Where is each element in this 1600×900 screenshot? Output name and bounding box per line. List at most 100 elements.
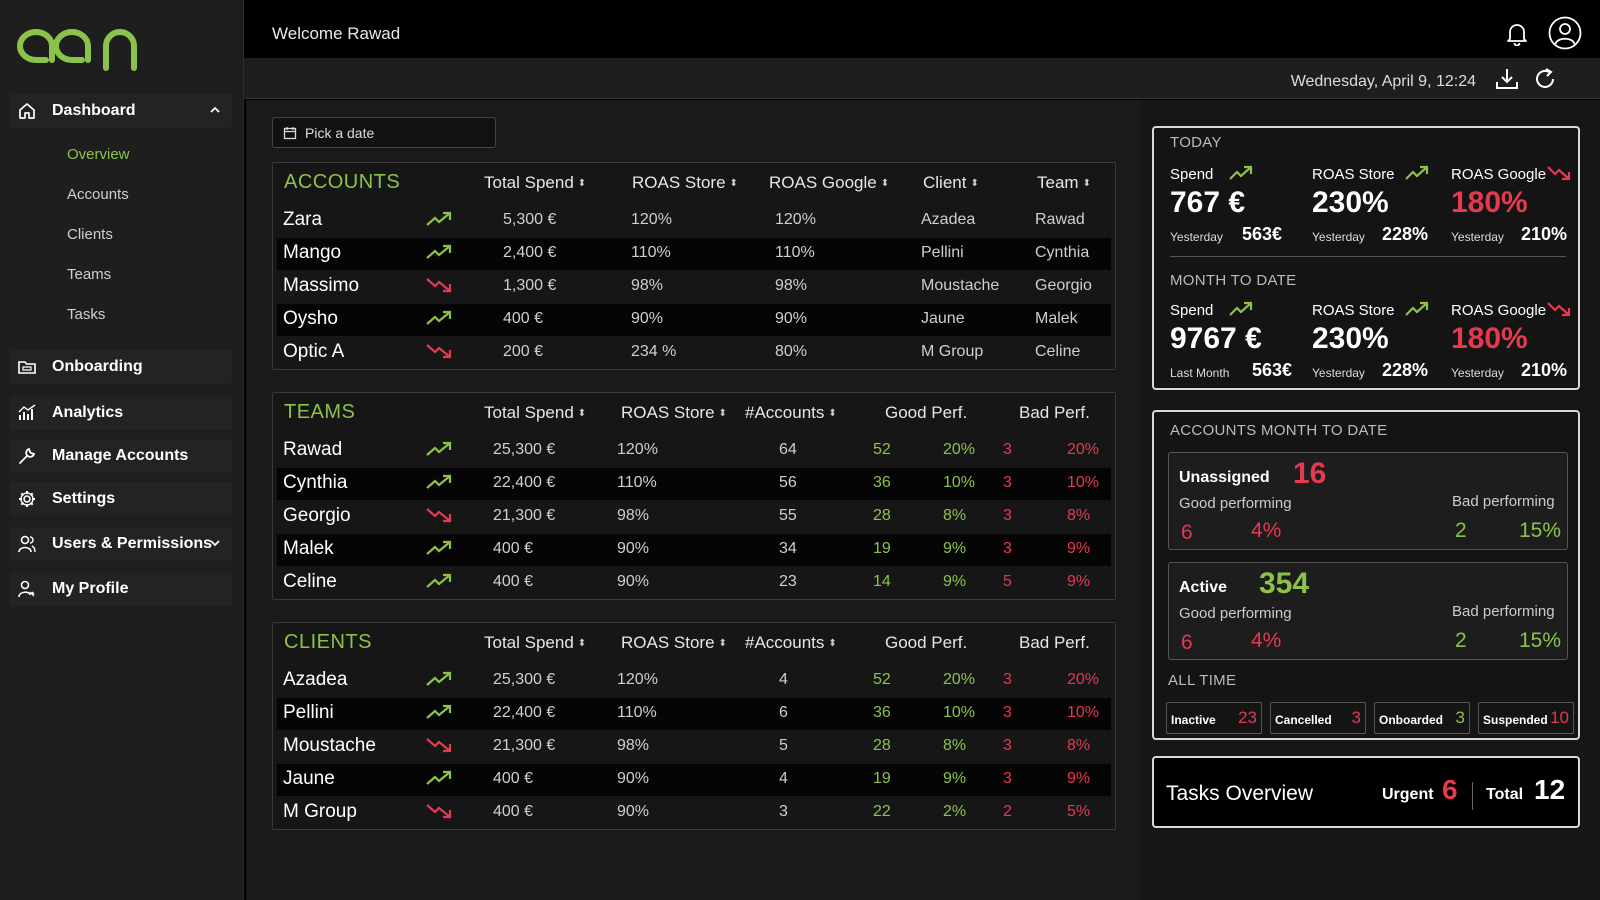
nav-settings[interactable]: Settings	[10, 482, 232, 516]
tasks-overview-card[interactable]: Tasks Overview Urgent 6 Total 12	[1152, 756, 1580, 828]
sort-icon: ⬍	[718, 638, 727, 649]
row-roas-store: 234 %	[631, 343, 677, 360]
status-suspended[interactable]: Suspended 10	[1478, 702, 1574, 734]
mtd-roas-google-sub-value: 210%	[1521, 360, 1568, 380]
status-inactive[interactable]: Inactive 23	[1166, 702, 1262, 734]
chevron-up-icon[interactable]	[208, 103, 222, 122]
status-count: 10	[1550, 708, 1569, 727]
col-label: ROAS Store	[632, 173, 726, 192]
row-name: M Group	[283, 801, 357, 822]
col-accounts-count[interactable]: #Accounts ⬍	[745, 403, 837, 423]
row-good-percent: 10%	[943, 474, 976, 491]
table-row[interactable]: Mango 2,400 € 110% 110% Pellini Cynthia	[277, 238, 1111, 270]
table-row[interactable]: Massimo 1,300 € 98% 98% Moustache Georgio	[277, 271, 1111, 303]
table-row[interactable]: Moustache 21,300 € 98% 5 28 8% 3 8%	[277, 731, 1111, 763]
table-row[interactable]: Optic A 200 € 234 % 80% M Group Celine	[277, 337, 1111, 369]
trend-down-icon	[425, 342, 453, 365]
col-roas-google[interactable]: ROAS Google ⬍	[769, 173, 889, 193]
table-row[interactable]: Rawad 25,300 € 120% 64 52 20% 3 20%	[277, 435, 1111, 467]
mtd-spend-label: Spend	[1170, 302, 1214, 319]
row-good-count: 28	[873, 507, 891, 524]
row-bad-count: 3	[1003, 770, 1012, 787]
unassigned-card[interactable]: Unassigned 16 Good performing Bad perfor…	[1168, 452, 1568, 550]
sort-icon: ⬍	[577, 178, 587, 189]
row-roas-store: 110%	[617, 474, 657, 491]
logo[interactable]: adn	[16, 24, 152, 79]
subnav-teams[interactable]: Teams	[67, 266, 112, 283]
col-roas-store[interactable]: ROAS Store ⬍	[632, 173, 738, 193]
user-avatar-icon[interactable]	[1548, 16, 1582, 55]
col-total-spend[interactable]: Total Spend ⬍	[484, 403, 586, 423]
all-time-heading: ALL TIME	[1168, 672, 1237, 689]
folder-icon	[16, 356, 38, 378]
col-bad-perf: Bad Perf.	[1019, 403, 1090, 422]
row-total-spend: 400 €	[493, 540, 534, 557]
col-total-spend[interactable]: Total Spend ⬍	[484, 173, 586, 193]
nav-onboarding[interactable]: Onboarding	[10, 350, 232, 384]
date-picker[interactable]: Pick a date	[272, 117, 496, 148]
sort-icon: ⬍	[970, 178, 979, 189]
nav-my-profile[interactable]: My Profile	[10, 572, 232, 606]
row-roas-google: 98%	[775, 277, 808, 294]
table-row[interactable]: Oysho 400 € 90% 90% Jaune Malek	[277, 304, 1111, 336]
row-good-percent: 2%	[943, 803, 967, 820]
subnav-overview[interactable]: Overview	[67, 146, 130, 163]
table-row[interactable]: Cynthia 22,400 € 110% 56 36 10% 3 10%	[277, 468, 1111, 500]
table-row[interactable]: Celine 400 € 90% 23 14 9% 5 9%	[277, 567, 1111, 599]
divider	[1170, 256, 1566, 257]
row-bad-percent: 5%	[1067, 803, 1091, 820]
subnav-clients[interactable]: Clients	[67, 226, 113, 243]
table-row[interactable]: Zara 5,300 € 120% 120% Azadea Rawad	[277, 205, 1111, 237]
row-total-spend: 5,300 €	[503, 211, 557, 228]
row-bad-count: 2	[1003, 803, 1012, 820]
accounts-mtd-heading: ACCOUNTS MONTH TO DATE	[1170, 422, 1388, 439]
table-row[interactable]: M Group 400 € 90% 3 22 2% 2 5%	[277, 797, 1111, 829]
bell-icon[interactable]	[1504, 20, 1530, 51]
bad-performing-percent: 15%	[1519, 519, 1562, 542]
tasks-title: Tasks Overview	[1166, 782, 1314, 805]
nav-dashboard[interactable]: Dashboard	[10, 94, 232, 128]
nav-users-permissions[interactable]: Users & Permissions	[10, 527, 232, 561]
row-good-count: 14	[873, 573, 891, 590]
good-performing-count: 6	[1181, 631, 1193, 654]
table-row[interactable]: Georgio 21,300 € 98% 55 28 8% 3 8%	[277, 501, 1111, 533]
col-client[interactable]: Client ⬍	[923, 173, 979, 193]
mtd-roas-store-label: ROAS Store	[1312, 302, 1395, 319]
row-client: Jaune	[921, 310, 965, 327]
row-total-spend: 2,400 €	[503, 244, 557, 261]
chevron-down-icon[interactable]	[208, 536, 222, 555]
nav-analytics-label: Analytics	[52, 404, 124, 421]
today-roas-store-value: 230%	[1312, 186, 1389, 219]
refresh-icon[interactable]	[1532, 66, 1558, 97]
col-team[interactable]: Team ⬍	[1037, 173, 1091, 193]
download-icon[interactable]	[1494, 66, 1520, 97]
col-roas-store[interactable]: ROAS Store ⬍	[621, 633, 727, 653]
active-card[interactable]: Active 354 Good performing Bad performin…	[1168, 562, 1568, 660]
nav-analytics[interactable]: Analytics	[10, 396, 232, 430]
table-row[interactable]: Azadea 25,300 € 120% 4 52 20% 3 20%	[277, 665, 1111, 697]
good-performing-label: Good performing	[1179, 605, 1292, 622]
nav-manage-accounts[interactable]: Manage Accounts	[10, 439, 232, 473]
nav-users-permissions-label: Users & Permissions	[52, 535, 213, 552]
trend-down-icon	[425, 276, 453, 299]
status-onboarded[interactable]: Onboarded 3	[1374, 702, 1470, 734]
subnav-tasks[interactable]: Tasks	[67, 306, 106, 323]
row-bad-count: 3	[1003, 704, 1012, 721]
row-accounts-count: 23	[779, 573, 797, 590]
row-bad-count: 3	[1003, 507, 1012, 524]
col-accounts-count[interactable]: #Accounts ⬍	[745, 633, 837, 653]
row-good-count: 36	[873, 474, 891, 491]
table-row[interactable]: Pellini 22,400 € 110% 6 36 10% 3 10%	[277, 698, 1111, 730]
row-name: Cynthia	[283, 472, 348, 493]
kpi-card: TODAY Spend 767 € Yesterday 563€ ROAS St…	[1152, 126, 1580, 390]
subnav-accounts[interactable]: Accounts	[67, 186, 129, 203]
row-total-spend: 25,300 €	[493, 441, 556, 458]
col-total-spend[interactable]: Total Spend ⬍	[484, 633, 586, 653]
col-roas-store[interactable]: ROAS Store ⬍	[621, 403, 727, 423]
table-row[interactable]: Jaune 400 € 90% 4 19 9% 3 9%	[277, 764, 1111, 796]
row-roas-store: 98%	[631, 277, 664, 294]
table-row[interactable]: Malek 400 € 90% 34 19 9% 3 9%	[277, 534, 1111, 566]
sort-icon: ⬍	[828, 638, 837, 649]
row-total-spend: 22,400 €	[493, 704, 556, 721]
status-cancelled[interactable]: Cancelled 3	[1270, 702, 1366, 734]
